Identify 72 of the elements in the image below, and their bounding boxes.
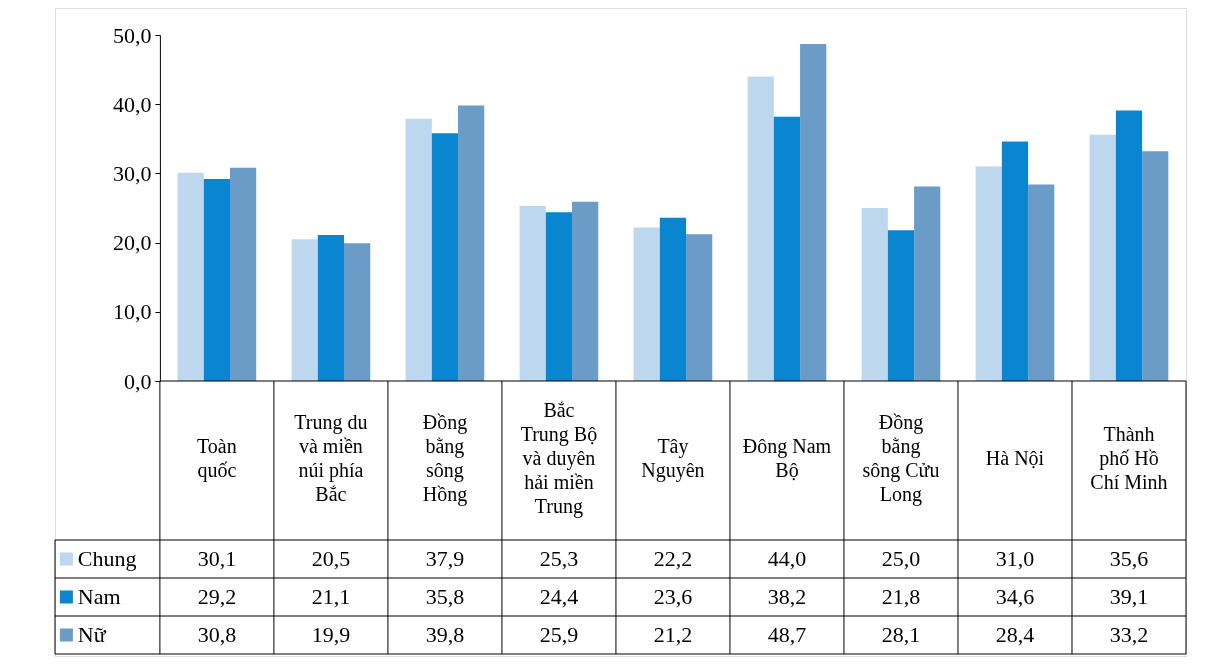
bar xyxy=(545,212,573,381)
bar xyxy=(1142,151,1169,381)
bar xyxy=(975,166,1002,381)
bar xyxy=(317,234,345,381)
y-tick-label: 10,0 xyxy=(112,299,152,325)
bar xyxy=(914,186,941,381)
y-tick-label: 50,0 xyxy=(112,22,152,48)
bar xyxy=(203,178,231,381)
bar xyxy=(344,243,371,381)
data-label: 24,4 xyxy=(539,584,579,609)
y-tick-label: 30,0 xyxy=(112,160,152,186)
y-tick-label: 20,0 xyxy=(112,230,152,256)
bar xyxy=(1001,141,1029,381)
x-tick-label: Tây Nguyên xyxy=(641,434,705,482)
data-label: 22,2 xyxy=(653,546,693,571)
bar xyxy=(800,44,827,381)
data-label: 35,8 xyxy=(425,584,465,609)
bar xyxy=(431,133,459,381)
data-label: 19,9 xyxy=(311,622,351,647)
bar xyxy=(659,217,687,381)
legend-label: Nam xyxy=(77,584,121,609)
data-label: 37,9 xyxy=(425,546,465,571)
x-tick-label: Thành phố Hồ Chí Minh xyxy=(1090,422,1168,493)
data-label: 34,6 xyxy=(995,584,1035,609)
x-tick-label: Bắc Trung Bộ và duyên hải miền Trung xyxy=(520,398,598,518)
legend-label: Chung xyxy=(77,546,137,571)
y-tick-label: 40,0 xyxy=(112,91,152,117)
x-tick-label: Đồng bằng sông Cửu Long xyxy=(862,410,940,506)
bar xyxy=(887,230,915,381)
data-label: 30,8 xyxy=(197,622,237,647)
bar xyxy=(291,239,318,381)
data-label: 20,5 xyxy=(311,546,351,571)
bar xyxy=(519,205,546,381)
x-tick-label: Toàn quốc xyxy=(197,434,237,482)
data-label: 35,6 xyxy=(1109,546,1149,571)
data-label: 38,2 xyxy=(767,584,807,609)
bar xyxy=(405,118,432,381)
data-label: 28,1 xyxy=(881,622,921,647)
bar xyxy=(861,208,888,381)
data-label: 30,1 xyxy=(197,546,237,571)
data-label: 39,1 xyxy=(1109,584,1149,609)
bar xyxy=(177,172,204,381)
bar xyxy=(1115,110,1143,381)
bar xyxy=(458,105,485,381)
bar xyxy=(633,227,660,381)
bar xyxy=(747,76,774,381)
x-tick-label: Hà Nội xyxy=(985,446,1045,469)
bar xyxy=(686,234,713,381)
data-label: 21,2 xyxy=(653,622,693,647)
bar xyxy=(1089,134,1116,381)
data-label: 21,8 xyxy=(881,584,921,609)
data-label: 33,2 xyxy=(1109,622,1149,647)
data-label: 21,1 xyxy=(311,584,351,609)
data-label: 48,7 xyxy=(767,622,807,647)
data-label: 23,6 xyxy=(653,584,693,609)
bar xyxy=(572,201,599,381)
legend-label: Nữ xyxy=(77,622,107,647)
x-tick-label: Đồng bằng sông Hồng xyxy=(422,410,468,506)
data-label: 28,4 xyxy=(995,622,1035,647)
data-label: 25,3 xyxy=(539,546,579,571)
bar xyxy=(773,116,801,381)
data-label: 25,9 xyxy=(539,622,579,647)
data-label: 31,0 xyxy=(995,546,1035,571)
bar xyxy=(1028,184,1055,381)
bar xyxy=(230,167,257,381)
data-label: 44,0 xyxy=(767,546,807,571)
x-tick-label: Đông Nam Bộ xyxy=(742,434,832,481)
y-tick-label: 0,0 xyxy=(123,368,152,394)
data-label: 39,8 xyxy=(425,622,465,647)
data-label: 29,2 xyxy=(197,584,237,609)
x-tick-label: Trung du và miền núi phía Bắc xyxy=(294,410,368,505)
data-label: 25,0 xyxy=(881,546,921,571)
